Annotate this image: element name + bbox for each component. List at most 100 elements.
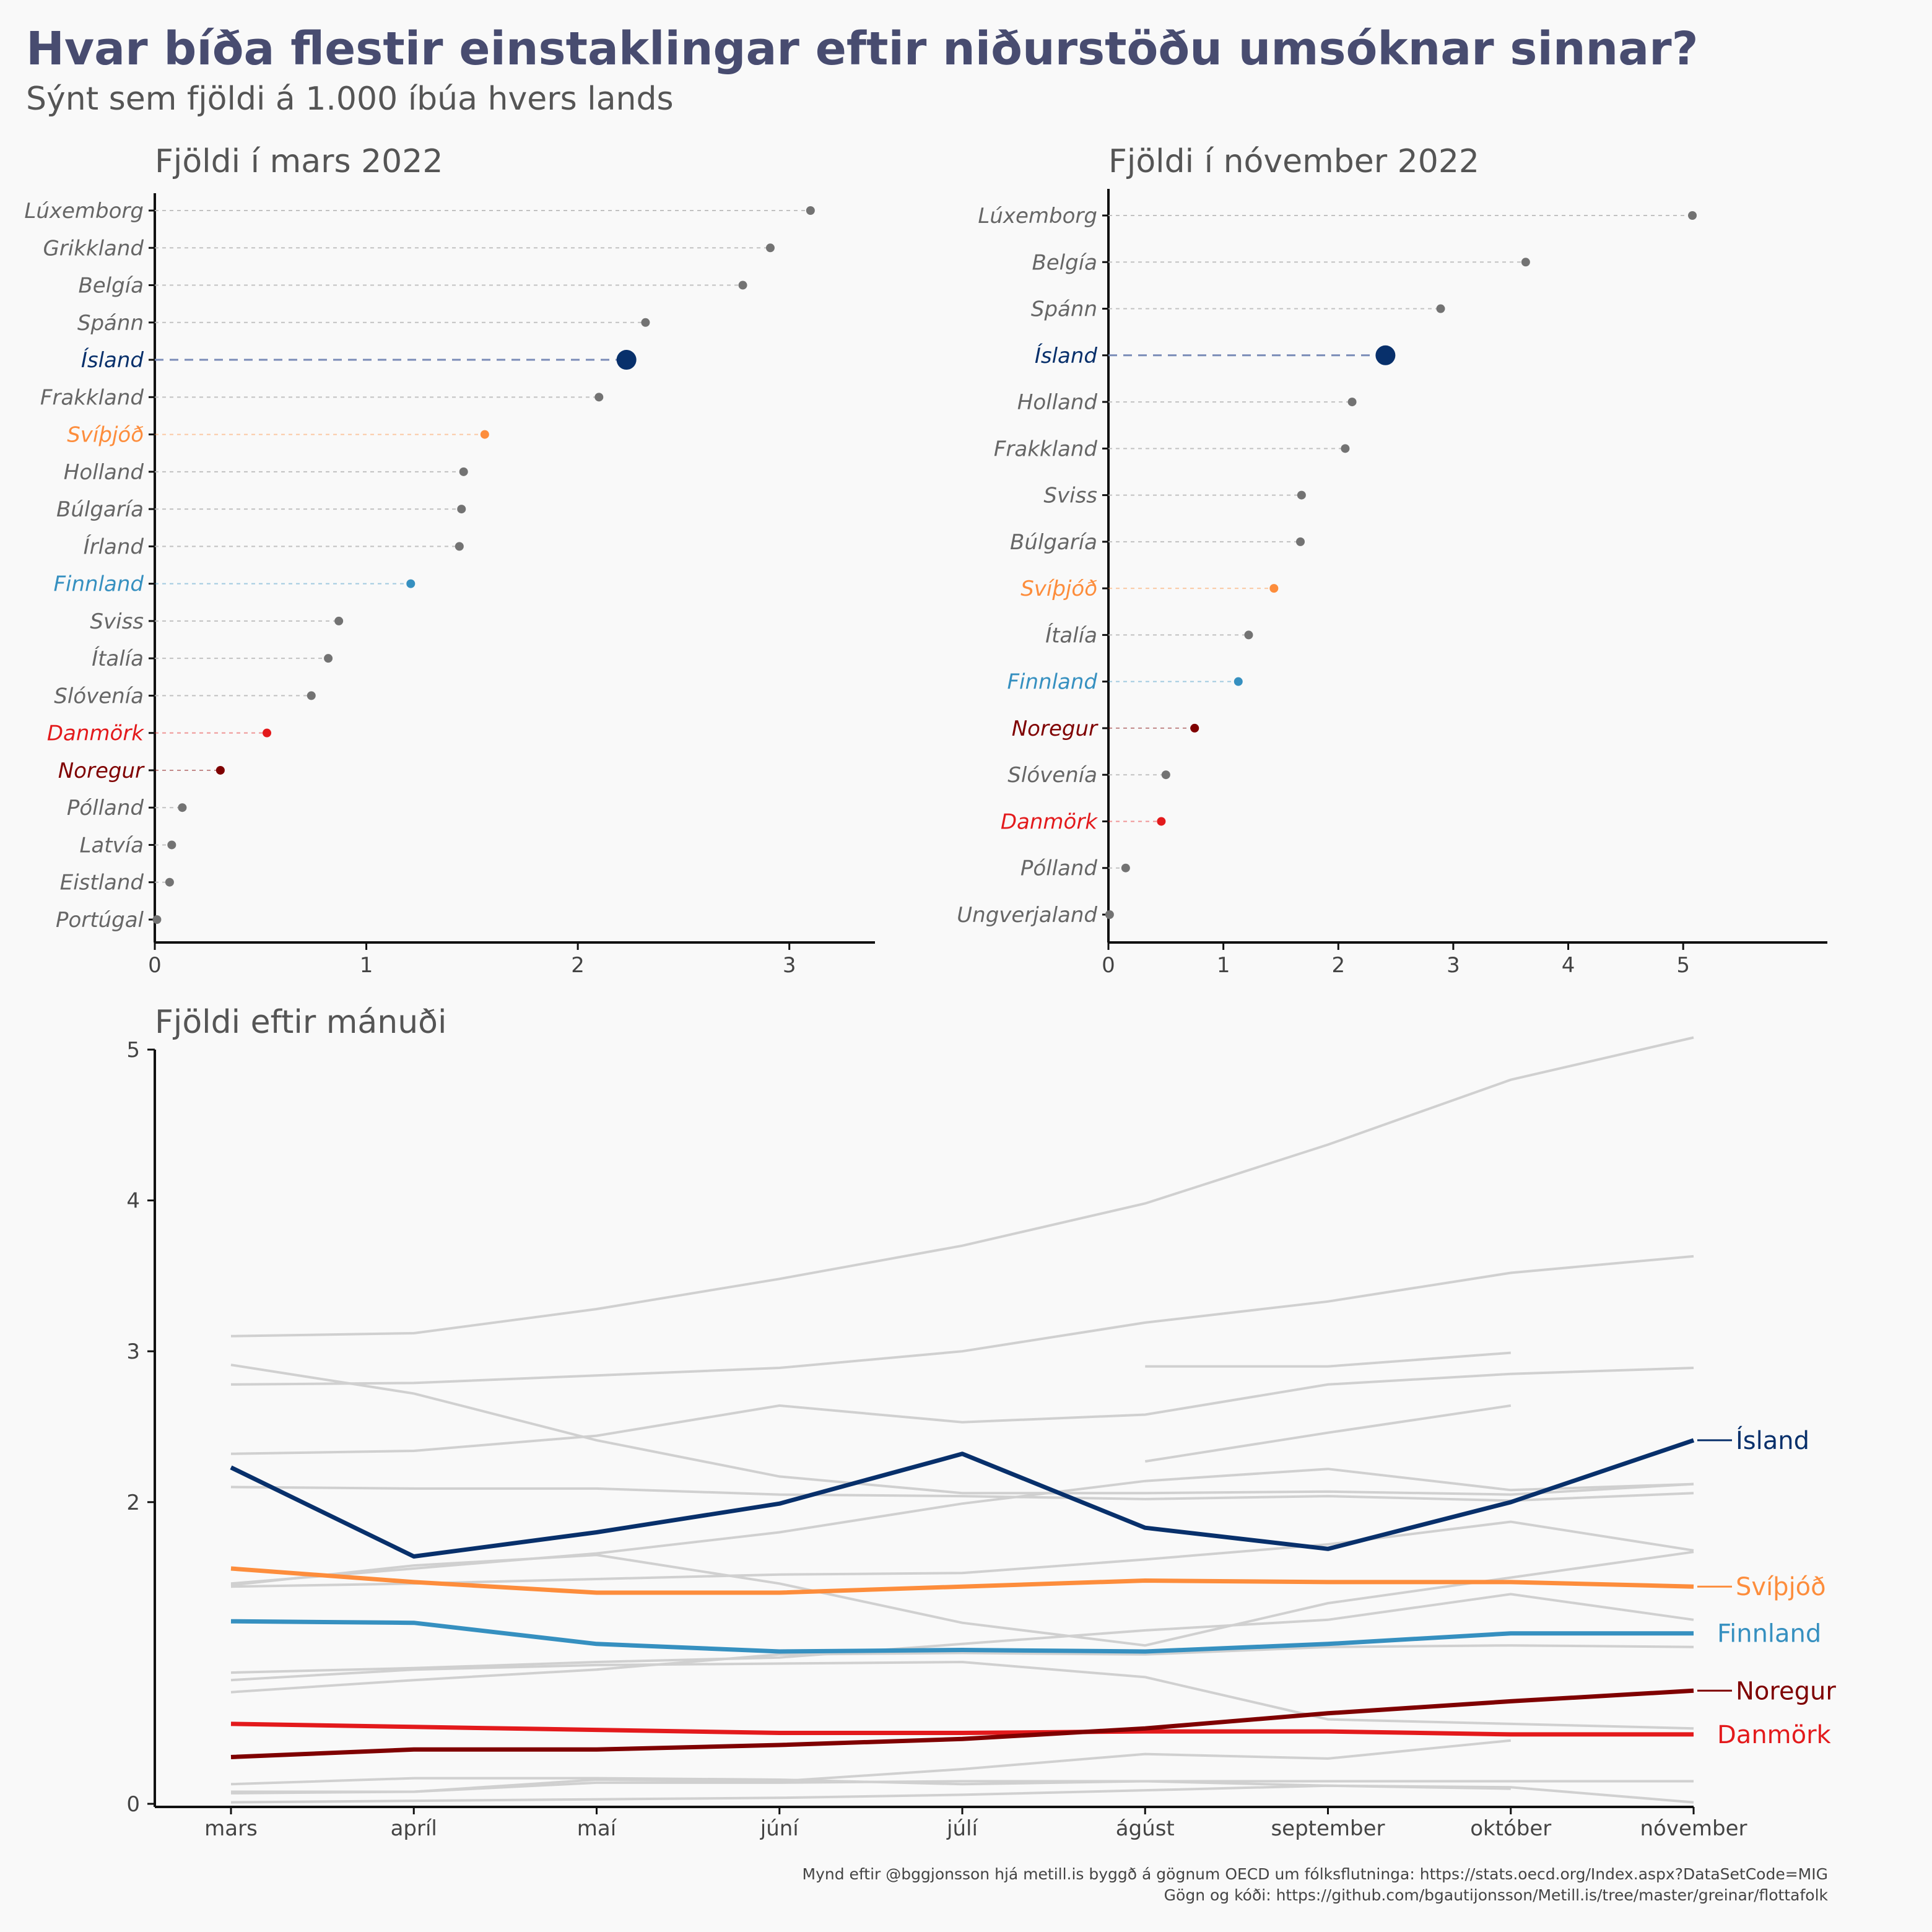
category-label-slovenia: Slóvenía bbox=[54, 684, 144, 708]
category-label-frakkland: Frakkland bbox=[40, 385, 144, 410]
lollipop-point-italia bbox=[324, 654, 333, 663]
lollipop-point-svithjod bbox=[480, 430, 489, 439]
category-label-sviss: Sviss bbox=[1043, 484, 1097, 508]
y-tick-label: 0 bbox=[126, 1792, 140, 1817]
chart-title: Hvar bíða flestir einstaklingar eftir ni… bbox=[26, 22, 1699, 76]
y-tick-label: 5 bbox=[126, 1038, 140, 1063]
category-label-bulgaria: Búlgaría bbox=[1010, 530, 1097, 555]
x-tick-label: nóvember bbox=[1640, 1816, 1747, 1841]
y-tick-label: 3 bbox=[126, 1339, 140, 1364]
y-tick-label: 2 bbox=[126, 1490, 140, 1515]
lollipop-point-noregur bbox=[1190, 723, 1199, 733]
category-label-sviss: Sviss bbox=[90, 609, 144, 634]
lollipop-point-holland bbox=[1347, 398, 1357, 407]
category-label-svithjod: Svíþjóð bbox=[67, 423, 144, 448]
category-label-polland: Pólland bbox=[67, 796, 144, 820]
series-line-danmork bbox=[230, 1721, 1694, 1737]
category-label-danmork: Danmörk bbox=[1001, 809, 1098, 834]
x-tick-label: júní bbox=[760, 1816, 800, 1841]
x-tick-label: 3 bbox=[1447, 953, 1460, 978]
series-label-noregur: Noregur bbox=[1736, 1677, 1836, 1705]
category-label-luxemborg: Lúxemborg bbox=[978, 204, 1097, 228]
category-label-spann: Spánn bbox=[1031, 297, 1097, 322]
lollipop-point-irland bbox=[455, 542, 464, 551]
x-tick-label: 2 bbox=[1331, 953, 1345, 978]
lollipop-point-slovenia bbox=[307, 691, 316, 700]
category-label-slovenia: Slóvenía bbox=[1007, 763, 1097, 788]
series-label-svithjod: Svíþjóð bbox=[1736, 1573, 1826, 1601]
lollipop-point-finnland bbox=[1234, 677, 1243, 686]
category-label-island: Ísland bbox=[1035, 343, 1098, 368]
category-label-portugal: Portúgal bbox=[56, 908, 144, 933]
x-tick-label: 0 bbox=[1102, 953, 1115, 978]
lollipop-point-ungverjaland bbox=[1105, 910, 1114, 919]
category-label-italia: Ítalía bbox=[1045, 622, 1097, 648]
series-line-other-14 bbox=[230, 1520, 1694, 1588]
series-line-other-5 bbox=[230, 1036, 1694, 1338]
series-line-other-21 bbox=[230, 1784, 1694, 1804]
series-line-other-15 bbox=[230, 1593, 1694, 1674]
panel-title: Fjöldi í mars 2022 bbox=[155, 143, 443, 180]
lollipop-point-spann bbox=[641, 318, 650, 327]
category-label-danmork: Danmörk bbox=[47, 721, 144, 746]
category-label-finnland: Finnland bbox=[1007, 670, 1097, 695]
lollipop-point-luxemborg bbox=[1688, 211, 1697, 220]
series-line-other-17 bbox=[230, 1644, 1694, 1694]
series-line-island bbox=[230, 1438, 1695, 1559]
series-line-other-20 bbox=[230, 1780, 1694, 1795]
series-line-other-13 bbox=[230, 1551, 1694, 1647]
x-tick-label: september bbox=[1271, 1816, 1385, 1841]
category-label-belgia: Belgía bbox=[1032, 250, 1097, 275]
x-tick-label: mars bbox=[204, 1816, 258, 1841]
series-label-finnland: Finnland bbox=[1717, 1620, 1821, 1648]
x-tick-label: 1 bbox=[1217, 953, 1230, 978]
lollipop-point-frakkland bbox=[1341, 444, 1350, 453]
lollipop-point-polland bbox=[178, 803, 187, 812]
lollipop-point-bulgaria bbox=[1296, 537, 1305, 546]
lollipop-point-italia bbox=[1244, 630, 1253, 640]
series-line-other-7 bbox=[230, 1364, 1694, 1496]
category-label-latvia: Latvía bbox=[79, 833, 144, 858]
panel-title: Fjöldi í nóvember 2022 bbox=[1108, 143, 1479, 180]
lollipop-point-bulgaria bbox=[457, 505, 466, 514]
lollipop-point-polland bbox=[1121, 863, 1130, 872]
category-label-grikkland: Grikkland bbox=[43, 236, 144, 261]
x-tick-label: apríl bbox=[391, 1816, 437, 1841]
lollipop-point-danmork bbox=[263, 728, 272, 738]
category-label-eistland: Eistland bbox=[60, 871, 144, 895]
series-line-other-8 bbox=[230, 1367, 1694, 1455]
caption-source: Mynd eftir @bggjonsson hjá metill.is byg… bbox=[802, 1865, 1828, 1883]
x-tick-label: október bbox=[1470, 1816, 1551, 1841]
lollipop-point-latvia bbox=[167, 840, 176, 850]
category-label-frakkland: Frakkland bbox=[994, 437, 1098, 461]
category-label-holland: Holland bbox=[1017, 390, 1098, 415]
panel-title: Fjöldi eftir mánuði bbox=[155, 1004, 446, 1041]
category-label-belgia: Belgía bbox=[78, 274, 144, 298]
lollipop-point-island bbox=[616, 350, 637, 370]
lollipop-point-sviss bbox=[1297, 490, 1306, 500]
category-label-finnland: Finnland bbox=[53, 572, 144, 597]
series-line-other-12 bbox=[230, 1468, 1694, 1585]
series-label-danmork: Danmörk bbox=[1717, 1721, 1832, 1749]
lollipop-point-portugal bbox=[152, 915, 162, 924]
series-line-other-10 bbox=[1144, 1404, 1512, 1463]
category-label-noregur: Noregur bbox=[1012, 716, 1099, 741]
category-label-ungverjaland: Ungverjaland bbox=[957, 903, 1097, 928]
lollipop-point-island bbox=[1375, 345, 1396, 365]
lollipop-point-sviss bbox=[334, 616, 344, 625]
y-tick-label: 4 bbox=[126, 1189, 140, 1214]
lollipop-point-finnland bbox=[406, 579, 416, 588]
lollipop-point-luxemborg bbox=[806, 206, 815, 215]
lollipop-point-svithjod bbox=[1269, 584, 1279, 593]
category-label-polland: Pólland bbox=[1020, 856, 1098, 881]
lollipop-point-slovenia bbox=[1161, 770, 1170, 780]
series-line-other-16 bbox=[230, 1660, 1694, 1730]
category-label-island: Ísland bbox=[81, 347, 144, 373]
x-tick-label: maí bbox=[577, 1816, 617, 1841]
category-label-bulgaria: Búlgaría bbox=[56, 497, 144, 522]
x-tick-label: 2 bbox=[571, 953, 585, 978]
category-label-italia: Ítalía bbox=[92, 646, 144, 671]
series-line-finnland bbox=[230, 1619, 1694, 1654]
lollipop-point-spann bbox=[1436, 304, 1445, 313]
